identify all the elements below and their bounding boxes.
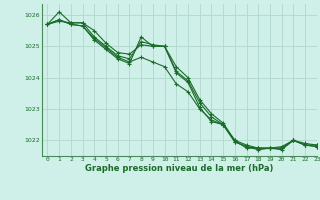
X-axis label: Graphe pression niveau de la mer (hPa): Graphe pression niveau de la mer (hPa) [85,164,273,173]
